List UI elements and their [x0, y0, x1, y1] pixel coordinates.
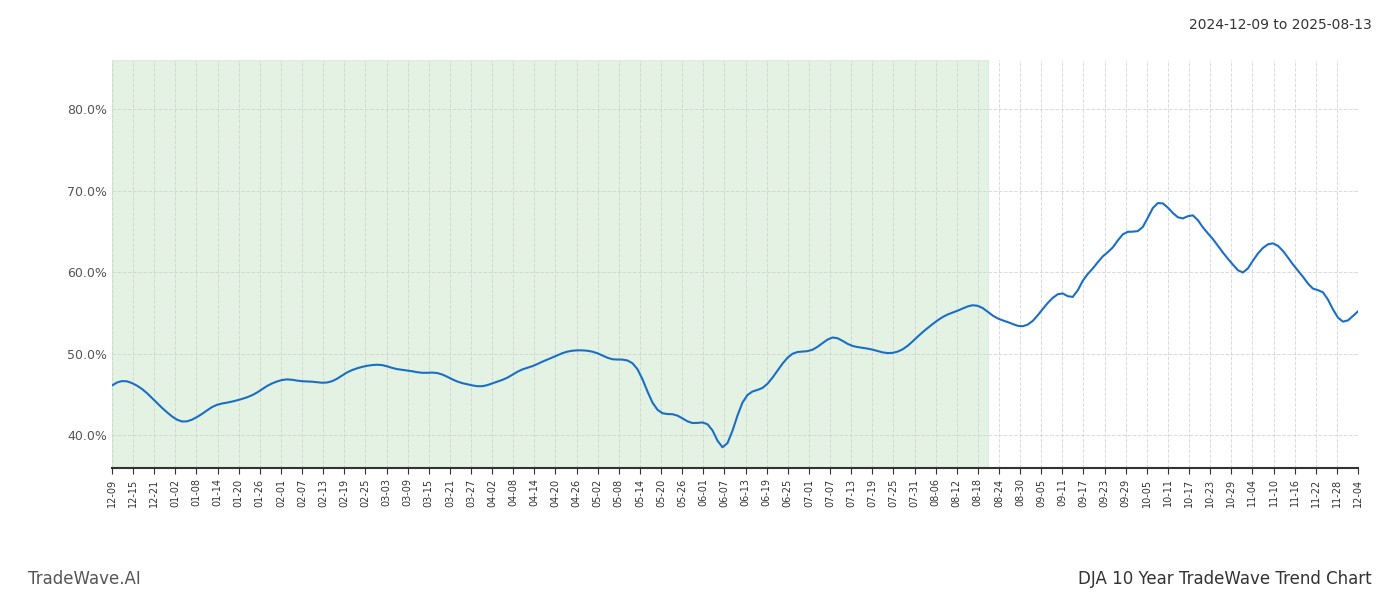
Text: TradeWave.AI: TradeWave.AI — [28, 570, 141, 588]
Text: 2024-12-09 to 2025-08-13: 2024-12-09 to 2025-08-13 — [1189, 18, 1372, 32]
Bar — [112, 60, 988, 468]
Text: DJA 10 Year TradeWave Trend Chart: DJA 10 Year TradeWave Trend Chart — [1078, 570, 1372, 588]
